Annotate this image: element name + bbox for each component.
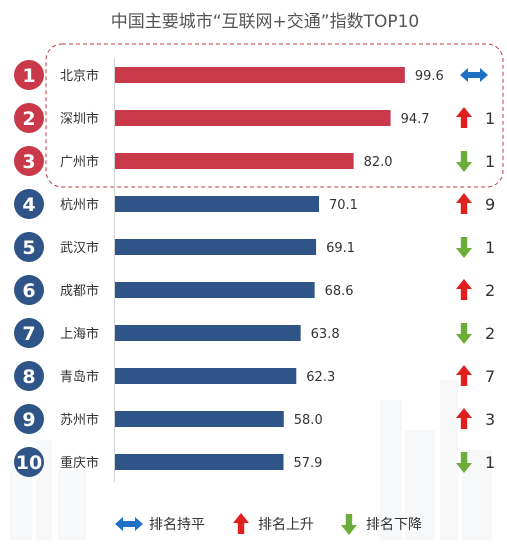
rank-badge <box>14 275 44 305</box>
legend-label: 排名下降 <box>366 517 422 533</box>
city-label: 上海市 <box>60 326 99 342</box>
rank-number: 7 <box>22 323 35 345</box>
arrow-down-icon <box>456 151 472 172</box>
rank-badge <box>14 60 44 90</box>
value-label: 58.0 <box>294 413 323 428</box>
rank-number: 8 <box>22 366 35 388</box>
bar-row: 1 北京市 99.6 <box>14 60 488 90</box>
arrow-down-icon <box>456 237 472 258</box>
bar <box>115 196 319 212</box>
city-label: 武汉市 <box>60 240 99 256</box>
rank-badge <box>14 146 44 176</box>
bar <box>115 282 315 298</box>
bar-row: 6 成都市 68.6 2 <box>14 275 495 305</box>
rank-change-amount: 2 <box>485 281 495 300</box>
rank-change-amount: 1 <box>485 453 495 472</box>
city-label: 青岛市 <box>60 369 99 385</box>
rank-badge <box>14 404 44 434</box>
value-label: 70.1 <box>329 198 358 213</box>
value-label: 99.6 <box>415 69 444 84</box>
arrow-up-icon <box>233 513 249 534</box>
rank-change-amount: 9 <box>485 195 495 214</box>
legend-label: 排名持平 <box>149 517 205 533</box>
rank-number: 2 <box>22 108 35 130</box>
bar <box>115 67 405 83</box>
city-label: 苏州市 <box>60 412 99 428</box>
arrow-up-icon <box>456 107 472 128</box>
bar-row: 4 杭州市 70.1 9 <box>14 189 495 219</box>
value-label: 82.0 <box>364 155 393 170</box>
rank-number: 4 <box>22 194 35 216</box>
arrow-up-icon <box>456 279 472 300</box>
rank-badge <box>14 189 44 219</box>
bar-row: 9 苏州市 58.0 3 <box>14 404 495 434</box>
bar <box>115 239 317 255</box>
rank-badge <box>14 318 44 348</box>
rank-number: 6 <box>22 280 35 302</box>
legend-item: 排名下降 <box>341 514 422 535</box>
rank-badge <box>14 447 44 477</box>
arrow-left-right-icon <box>460 68 488 82</box>
top3-highlight-box <box>45 43 504 188</box>
value-label: 69.1 <box>326 241 355 256</box>
chart-title: 中国主要城市“互联网+交通”指数TOP10 <box>111 12 420 32</box>
legend-item: 排名持平 <box>115 517 205 533</box>
bar-rows: 1 北京市 99.6 2 深圳市 94.7 1 3 广州市 82.0 1 4 杭州市 70.1 9 5 武汉市 6… <box>14 60 495 477</box>
rank-number: 5 <box>22 237 35 259</box>
rank-number: 3 <box>22 151 35 173</box>
rank-change-amount: 3 <box>485 410 495 429</box>
bar <box>115 368 297 384</box>
bar <box>115 325 301 341</box>
bar <box>115 110 391 126</box>
bar-row: 2 深圳市 94.7 1 <box>14 103 495 133</box>
value-label: 57.9 <box>293 456 322 471</box>
rank-badge <box>14 361 44 391</box>
city-label: 深圳市 <box>60 111 99 127</box>
rank-badge <box>14 232 44 262</box>
value-label: 94.7 <box>401 112 430 127</box>
bar-row: 3 广州市 82.0 1 <box>14 146 495 176</box>
bar-row: 7 上海市 63.8 2 <box>14 318 495 348</box>
arrow-up-icon <box>456 365 472 386</box>
rank-change-amount: 1 <box>485 238 495 257</box>
rank-number: 1 <box>22 65 35 87</box>
city-label: 杭州市 <box>60 197 99 213</box>
rank-change-amount: 7 <box>485 367 495 386</box>
bar-row: 10 重庆市 57.9 1 <box>14 447 495 477</box>
arrow-up-icon <box>456 193 472 214</box>
rank-badge <box>14 103 44 133</box>
value-label: 62.3 <box>306 370 335 385</box>
arrow-left-right-icon <box>115 517 143 531</box>
bar <box>115 411 284 427</box>
rank-change-amount: 1 <box>485 152 495 171</box>
arrow-down-icon <box>341 514 357 535</box>
value-label: 68.6 <box>325 284 354 299</box>
legend: 排名持平 排名上升 排名下降 <box>115 513 422 535</box>
city-label: 重庆市 <box>60 455 99 471</box>
arrow-up-icon <box>456 408 472 429</box>
city-label: 成都市 <box>60 283 99 299</box>
legend-item: 排名上升 <box>233 513 314 534</box>
bar-row: 8 青岛市 62.3 7 <box>14 361 495 391</box>
rank-change-amount: 2 <box>485 324 495 343</box>
rank-number: 10 <box>16 452 42 474</box>
arrow-down-icon <box>456 323 472 344</box>
bar-row: 5 武汉市 69.1 1 <box>14 232 495 262</box>
value-label: 63.8 <box>311 327 340 342</box>
city-label: 北京市 <box>60 68 99 84</box>
rank-change-amount: 1 <box>485 109 495 128</box>
legend-label: 排名上升 <box>258 517 314 533</box>
arrow-down-icon <box>456 452 472 473</box>
city-label: 广州市 <box>60 154 99 170</box>
rank-number: 9 <box>22 409 35 431</box>
bar <box>115 454 284 470</box>
bar <box>115 153 354 169</box>
